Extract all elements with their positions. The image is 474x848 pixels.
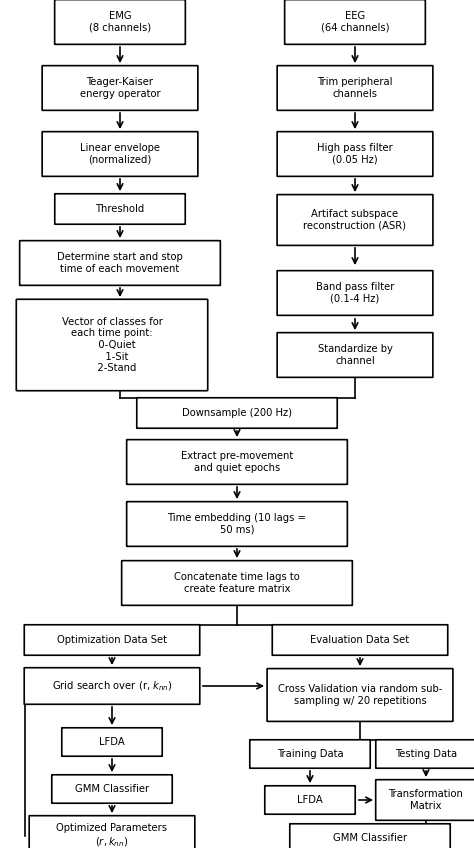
FancyBboxPatch shape [265,786,355,814]
Text: Trim peripheral
channels: Trim peripheral channels [317,77,393,99]
Text: Evaluation Data Set: Evaluation Data Set [310,635,410,645]
Text: Grid search over (r, $k_{nn}$): Grid search over (r, $k_{nn}$) [52,679,173,693]
Text: LFDA: LFDA [297,795,323,805]
Text: Downsample (200 Hz): Downsample (200 Hz) [182,408,292,418]
FancyBboxPatch shape [55,0,185,44]
Text: Threshold: Threshold [95,204,145,214]
FancyBboxPatch shape [24,625,200,656]
Text: Determine start and stop
time of each movement: Determine start and stop time of each mo… [57,252,183,274]
FancyBboxPatch shape [55,193,185,224]
FancyBboxPatch shape [277,271,433,315]
Text: Time embedding (10 lags =
50 ms): Time embedding (10 lags = 50 ms) [168,513,306,535]
FancyBboxPatch shape [277,194,433,245]
FancyBboxPatch shape [122,561,352,605]
FancyBboxPatch shape [277,65,433,110]
FancyBboxPatch shape [376,739,474,768]
Text: Linear envelope
(normalized): Linear envelope (normalized) [80,143,160,165]
Text: Concatenate time lags to
create feature matrix: Concatenate time lags to create feature … [174,572,300,594]
Text: Extract pre-movement
and quiet epochs: Extract pre-movement and quiet epochs [181,451,293,473]
Text: GMM Classifier: GMM Classifier [333,833,407,843]
FancyBboxPatch shape [42,131,198,176]
FancyBboxPatch shape [272,625,448,656]
Text: Standardize by
channel: Standardize by channel [318,344,392,365]
FancyBboxPatch shape [29,816,195,848]
Text: GMM Classifier: GMM Classifier [75,784,149,794]
FancyBboxPatch shape [24,667,200,705]
FancyBboxPatch shape [137,398,337,428]
FancyBboxPatch shape [267,668,453,722]
Text: LFDA: LFDA [99,737,125,747]
Text: Band pass filter
(0.1-4 Hz): Band pass filter (0.1-4 Hz) [316,282,394,304]
FancyBboxPatch shape [127,502,347,546]
FancyBboxPatch shape [277,332,433,377]
Text: Cross Validation via random sub-
sampling w/ 20 repetitions: Cross Validation via random sub- samplin… [278,684,442,706]
FancyBboxPatch shape [16,299,208,391]
Text: Artifact subspace
reconstruction (ASR): Artifact subspace reconstruction (ASR) [303,209,407,231]
Text: Optimized Parameters
$(r, k_{nn})$: Optimized Parameters $(r, k_{nn})$ [56,823,167,848]
FancyBboxPatch shape [127,439,347,484]
FancyBboxPatch shape [277,131,433,176]
FancyBboxPatch shape [52,775,172,803]
Text: EEG
(64 channels): EEG (64 channels) [321,11,389,33]
FancyBboxPatch shape [285,0,425,44]
Text: Training Data: Training Data [277,749,343,759]
FancyBboxPatch shape [250,739,370,768]
FancyBboxPatch shape [42,65,198,110]
Text: Testing Data: Testing Data [395,749,457,759]
Text: EMG
(8 channels): EMG (8 channels) [89,11,151,33]
Text: High pass filter
(0.05 Hz): High pass filter (0.05 Hz) [317,143,393,165]
Text: Transformation
Matrix: Transformation Matrix [389,789,464,811]
FancyBboxPatch shape [376,779,474,820]
FancyBboxPatch shape [19,241,220,285]
FancyBboxPatch shape [62,728,162,756]
Text: Optimization Data Set: Optimization Data Set [57,635,167,645]
FancyBboxPatch shape [290,823,450,848]
Text: Vector of classes for
each time point:
   0-Quiet
   1-Sit
   2-Stand: Vector of classes for each time point: 0… [62,317,163,373]
Text: Teager-Kaiser
energy operator: Teager-Kaiser energy operator [80,77,160,99]
